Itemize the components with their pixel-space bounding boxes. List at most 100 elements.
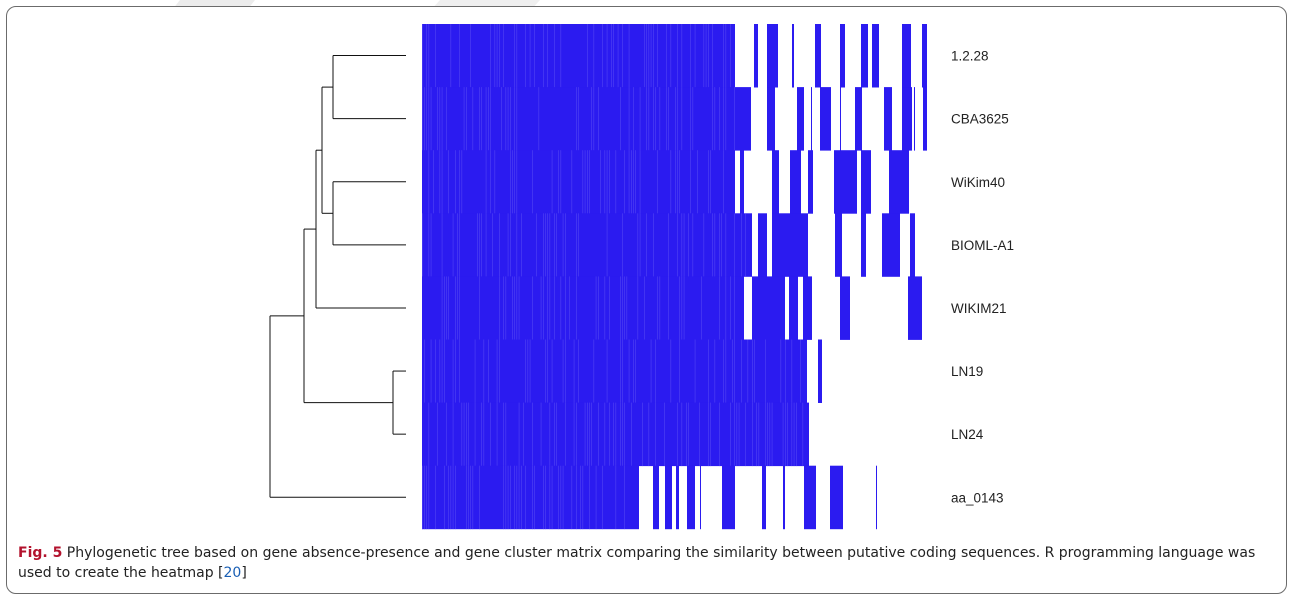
heatmap-row [422, 339, 822, 403]
citation-link[interactable]: 20 [223, 565, 242, 581]
presence-stripe [835, 213, 839, 277]
presence-stripe [653, 465, 659, 530]
row-label: aa_0143 [951, 490, 1004, 505]
presence-stripe [800, 150, 801, 214]
presence-stripe [855, 87, 862, 151]
figure-number: Fig. 5 [18, 545, 63, 561]
heatmap-row [422, 465, 877, 530]
presence-stripe [804, 465, 810, 530]
presence-block [422, 213, 747, 277]
presence-stripe [772, 213, 779, 277]
presence-stripe [751, 213, 752, 277]
presence-stripe [791, 213, 795, 277]
presence-stripe [811, 87, 812, 151]
presence-stripe [754, 24, 758, 88]
presence-stripe [792, 24, 794, 88]
presence-stripe [840, 150, 846, 214]
presence-stripe [884, 87, 892, 151]
presence-stripe [820, 87, 829, 151]
presence-stripe [722, 465, 726, 530]
presence-stripe [830, 465, 838, 530]
presence-stripe [861, 150, 864, 214]
presence-stripe [908, 87, 912, 151]
presence-stripe [808, 150, 813, 214]
presence-stripe [845, 276, 850, 340]
row-label: 1.2.28 [951, 49, 989, 64]
presence-stripe [744, 87, 751, 151]
presence-stripe [902, 87, 907, 151]
presence-stripe [776, 276, 785, 340]
presence-stripe [700, 465, 701, 530]
presence-stripe [775, 150, 779, 214]
heatmap-row [422, 402, 809, 467]
presence-stripe [795, 213, 797, 277]
presence-stripe [767, 87, 775, 151]
presence-stripe [838, 465, 843, 530]
presence-stripe [907, 87, 908, 151]
presence-stripe [889, 150, 898, 214]
presence-stripe [840, 276, 845, 340]
presence-stripe [779, 213, 788, 277]
presence-stripe [665, 465, 672, 530]
presence-stripe [839, 213, 842, 277]
presence-stripe [864, 150, 871, 214]
presence-block [422, 339, 807, 403]
presence-stripe [772, 150, 775, 214]
dendrogram [269, 55, 406, 498]
presence-stripe [916, 276, 921, 340]
presence-stripe [846, 150, 849, 214]
heatmap-row [422, 24, 927, 88]
presence-stripe [766, 276, 772, 340]
presence-stripe [754, 276, 757, 340]
presence-stripe [834, 150, 840, 214]
heatmap-row [422, 276, 922, 340]
presence-stripe [770, 24, 778, 88]
presence-stripe [876, 465, 877, 530]
presence-stripe [872, 24, 879, 88]
presence-stripe [900, 150, 909, 214]
presence-stripe [818, 339, 822, 403]
presence-stripe [807, 402, 809, 467]
presence-stripe [882, 213, 889, 277]
row-labels: 1.2.28 CBA3625 WiKim40 BIOML-A1 WIKIM21 LN19 L… [951, 49, 1014, 506]
row-label: WiKim40 [951, 175, 1005, 190]
presence-stripe [840, 24, 845, 88]
presence-stripe [791, 150, 797, 214]
presence-stripe [799, 213, 808, 277]
row-label: LN19 [951, 364, 983, 379]
presence-stripe [889, 213, 894, 277]
presence-block [422, 24, 735, 88]
presence-stripe [789, 276, 798, 340]
presence-stripe [849, 150, 857, 214]
presence-stripe [752, 276, 754, 340]
presence-stripe [726, 465, 735, 530]
presence-block [422, 465, 630, 530]
presence-stripe [810, 465, 816, 530]
figure-caption: Fig. 5 Phylogenetic tree based on gene a… [18, 543, 1273, 583]
presence-stripe [923, 87, 927, 151]
caption-end: ] [241, 565, 247, 581]
presence-stripe [740, 150, 744, 214]
presence-stripe [783, 465, 785, 530]
presence-stripe [921, 276, 922, 340]
caption-text: Phylogenetic tree based on gene absence-… [18, 545, 1256, 581]
presence-stripe [797, 150, 800, 214]
presence-stripe [790, 150, 791, 214]
presence-stripe [840, 87, 841, 151]
presence-stripe [758, 213, 767, 277]
heatmap-row [422, 150, 909, 214]
presence-stripe [772, 276, 776, 340]
presence-stripe [922, 24, 927, 88]
heatmap [422, 24, 927, 530]
presence-stripe [797, 213, 799, 277]
presence-stripe [788, 213, 791, 277]
presence-stripe [757, 276, 766, 340]
presence-stripe [910, 213, 915, 277]
presence-stripe [803, 276, 812, 340]
heatmap-row [422, 213, 915, 277]
presence-stripe [735, 87, 744, 151]
row-label: BIOML-A1 [951, 238, 1014, 253]
presence-stripe [815, 24, 821, 88]
presence-stripe [762, 465, 766, 530]
